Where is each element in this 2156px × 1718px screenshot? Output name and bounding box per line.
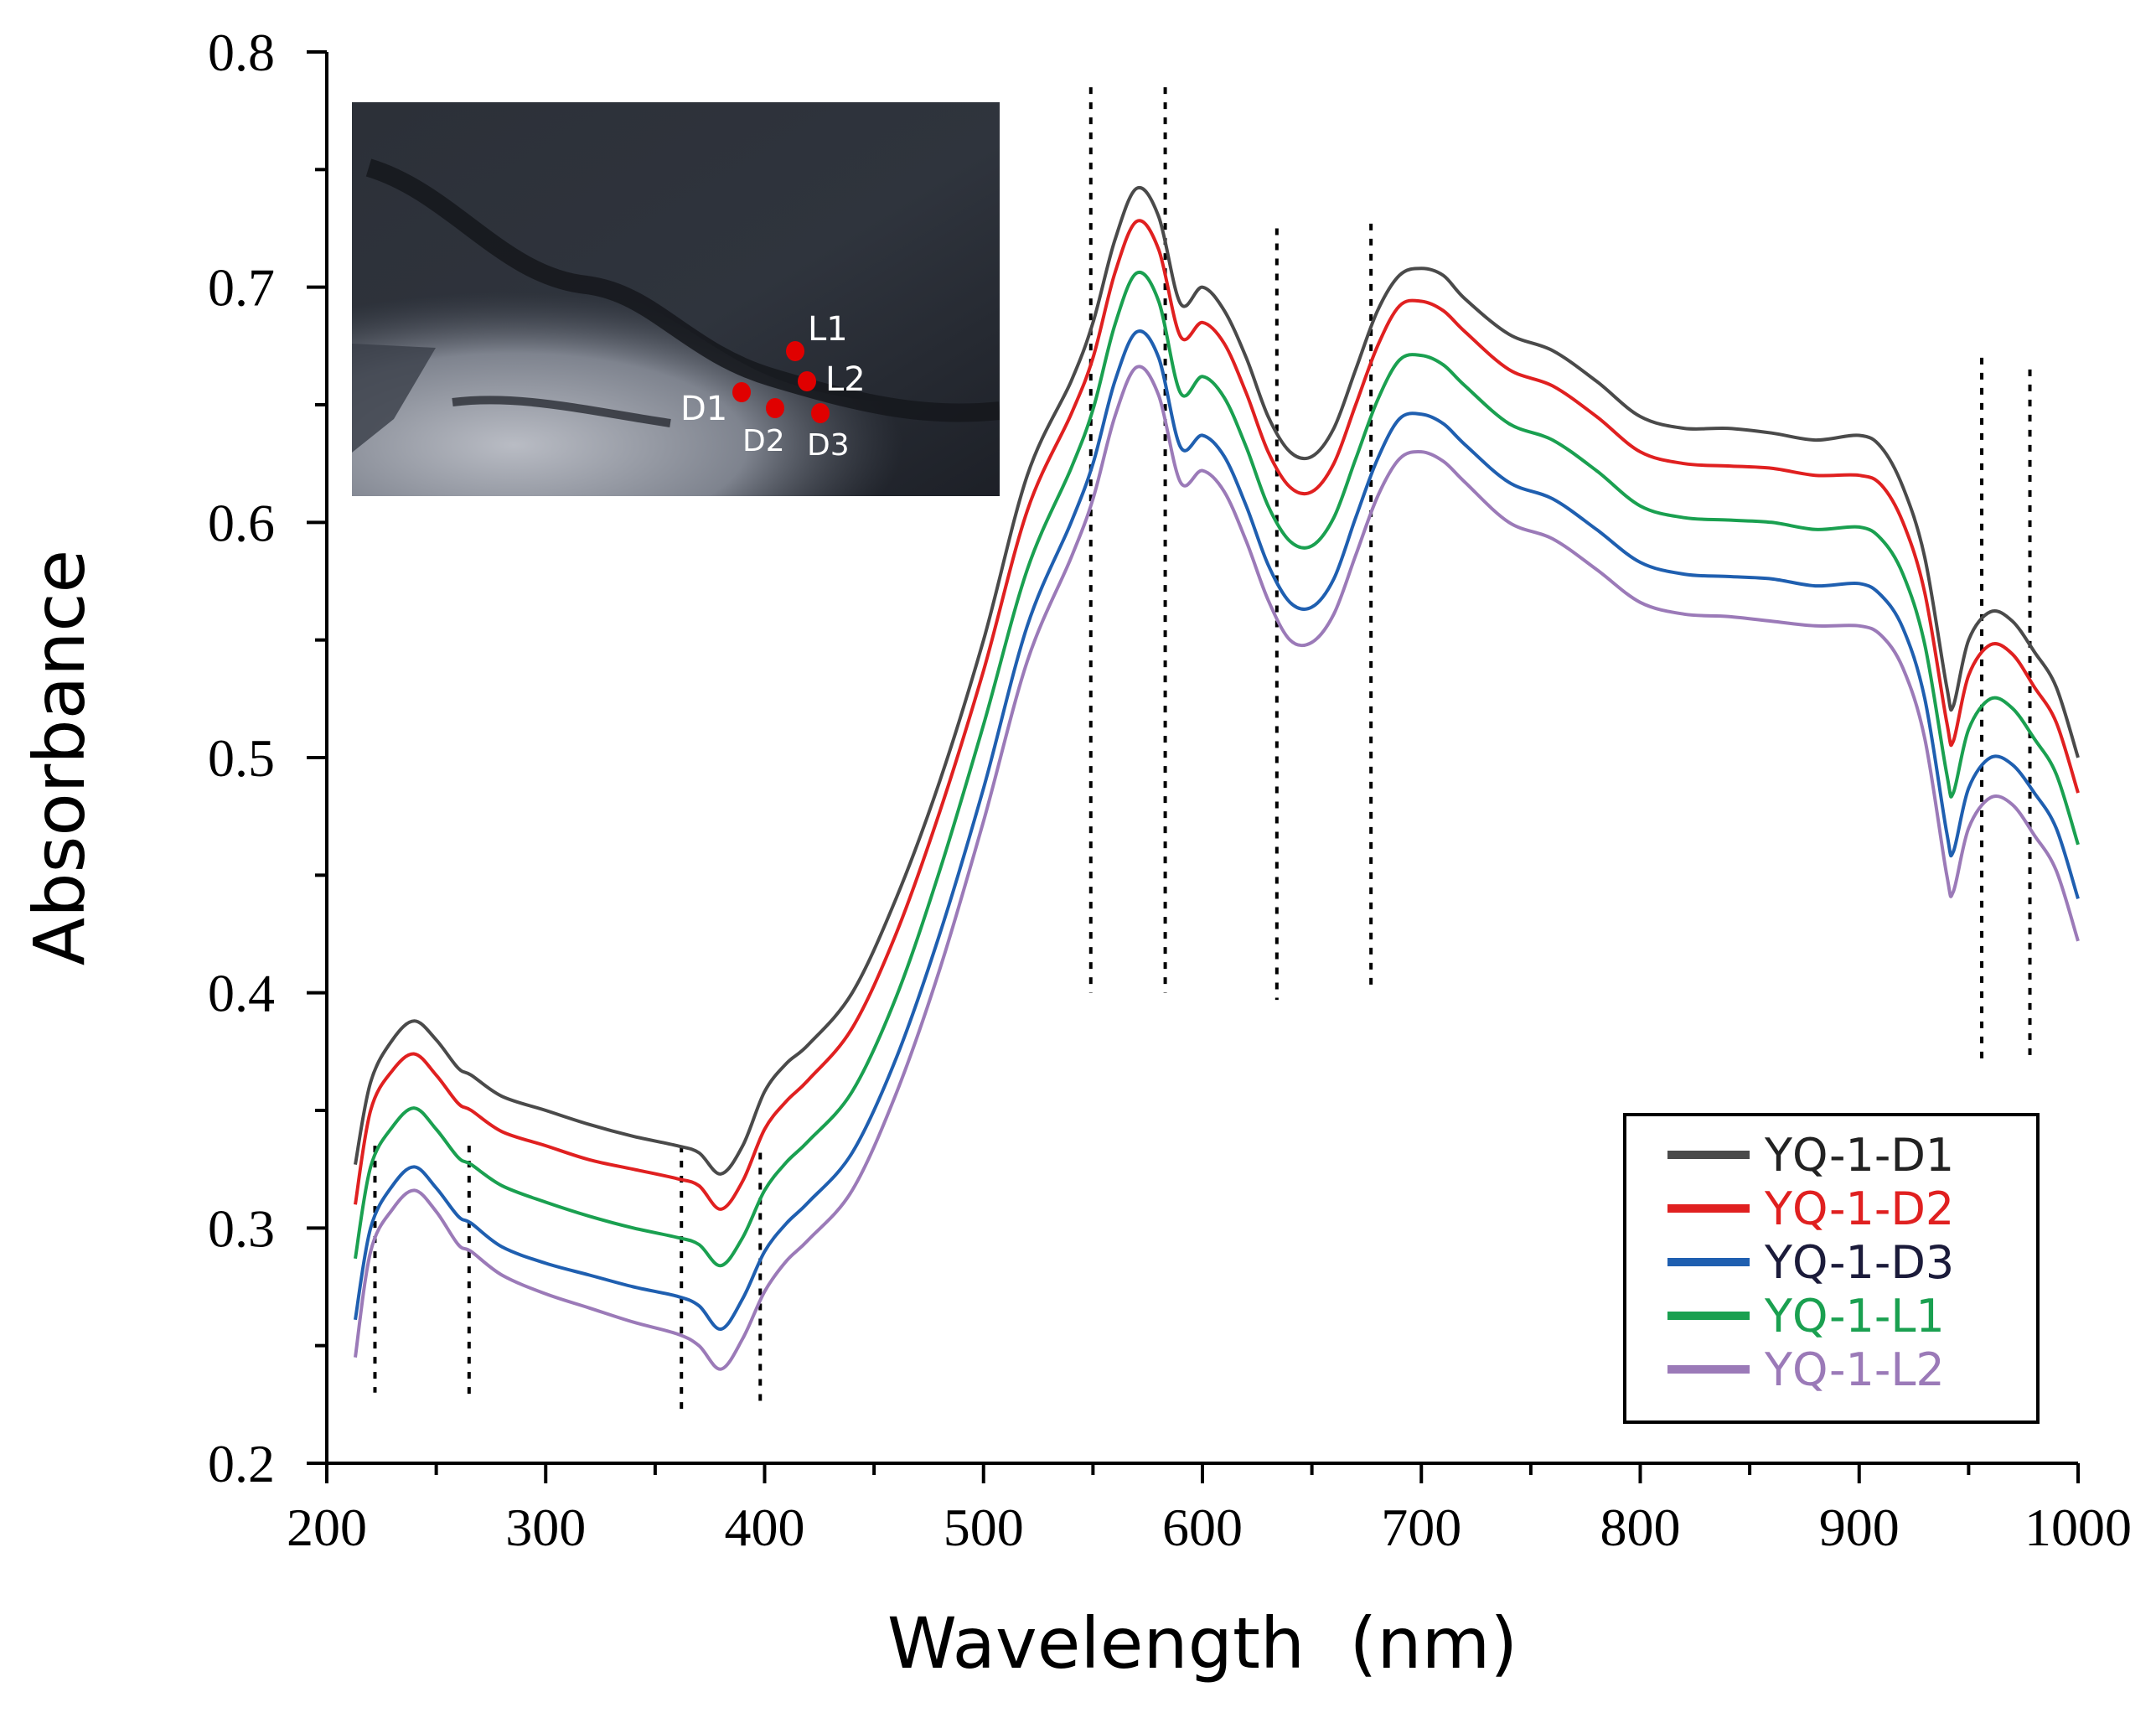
inset-photo: L1 L2 D1 D2 D3 bbox=[352, 102, 1000, 496]
x-tick-label: 1000 bbox=[2024, 1498, 2132, 1557]
legend-label: YQ-1-D2 bbox=[1764, 1182, 1954, 1235]
y-tick-label: 0.4 bbox=[208, 964, 275, 1023]
inset-label-D2: D2 bbox=[742, 424, 785, 458]
x-tick-label: 400 bbox=[725, 1498, 805, 1557]
point-D1 bbox=[732, 382, 751, 402]
series-line-YQ-1-L2 bbox=[354, 365, 2080, 1371]
y-tick-label: 0.2 bbox=[208, 1434, 275, 1493]
point-L2 bbox=[798, 371, 816, 391]
series-line-YQ-1-L1 bbox=[354, 270, 2080, 1268]
y-tick-label: 0.6 bbox=[208, 493, 275, 552]
point-D2 bbox=[766, 398, 784, 418]
inset-label-L1: L1 bbox=[808, 310, 848, 349]
y-ticks: 0.2 0.3 0.4 0.5 0.6 0.7 0.8 bbox=[208, 23, 327, 1493]
series-line-YQ-1-D2 bbox=[354, 219, 2080, 1211]
y-tick-label: 0.5 bbox=[208, 728, 275, 788]
x-tick-label: 600 bbox=[1162, 1498, 1243, 1557]
series-line-YQ-1-D1 bbox=[354, 186, 2080, 1176]
inset-label-D3: D3 bbox=[807, 428, 850, 463]
x-tick-label: 200 bbox=[287, 1498, 367, 1557]
point-D3 bbox=[811, 403, 830, 423]
series-group bbox=[354, 186, 2080, 1371]
y-tick-label: 0.3 bbox=[208, 1198, 275, 1258]
y-tick-label: 0.8 bbox=[208, 23, 275, 82]
x-ticks: 200 300 400 500 600 700 800 900 1000 bbox=[287, 1463, 2132, 1557]
x-tick-label: 900 bbox=[1819, 1498, 1900, 1557]
series-line-YQ-1-D3 bbox=[354, 329, 2080, 1331]
legend-label: YQ-1-L2 bbox=[1764, 1343, 1945, 1396]
x-tick-label: 300 bbox=[505, 1498, 586, 1557]
inset-label-D1: D1 bbox=[680, 390, 727, 428]
legend-label: YQ-1-D1 bbox=[1764, 1129, 1954, 1182]
inset-label-L2: L2 bbox=[825, 360, 866, 399]
y-axis-label: Absorbance bbox=[18, 550, 101, 965]
x-axis-label: Wavelength (nm) bbox=[887, 1602, 1517, 1684]
point-L1 bbox=[786, 341, 804, 361]
legend-label: YQ-1-D3 bbox=[1764, 1236, 1954, 1289]
x-tick-label: 700 bbox=[1381, 1498, 1461, 1557]
x-tick-label: 800 bbox=[1600, 1498, 1681, 1557]
legend-label: YQ-1-L1 bbox=[1764, 1290, 1945, 1343]
y-tick-label: 0.7 bbox=[208, 258, 275, 318]
x-tick-label: 500 bbox=[944, 1498, 1024, 1557]
inset-points bbox=[732, 341, 830, 423]
